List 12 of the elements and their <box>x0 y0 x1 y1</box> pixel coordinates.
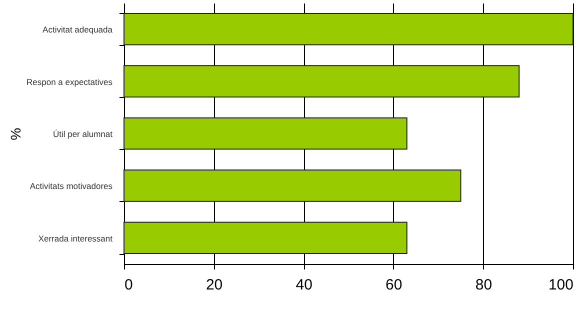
x-tick-label: 40 <box>296 276 312 294</box>
x-tick-label: 80 <box>475 276 492 294</box>
y-tick-label: Respon a expectatives <box>26 76 112 87</box>
y-tick-label: Útil per alumnat <box>52 129 114 139</box>
y-tick-label: Xerrada interessant <box>38 233 114 244</box>
y-tick-label: Activitats motivadores <box>30 181 112 192</box>
y-tick-label: Activitat adequada <box>42 24 113 35</box>
x-tick-label: 0 <box>124 276 133 294</box>
y-axis-title: % <box>8 128 24 140</box>
x-tick-label: 20 <box>206 276 223 294</box>
x-tick-label: 100 <box>548 276 574 294</box>
x-tick-label: 60 <box>386 276 402 294</box>
